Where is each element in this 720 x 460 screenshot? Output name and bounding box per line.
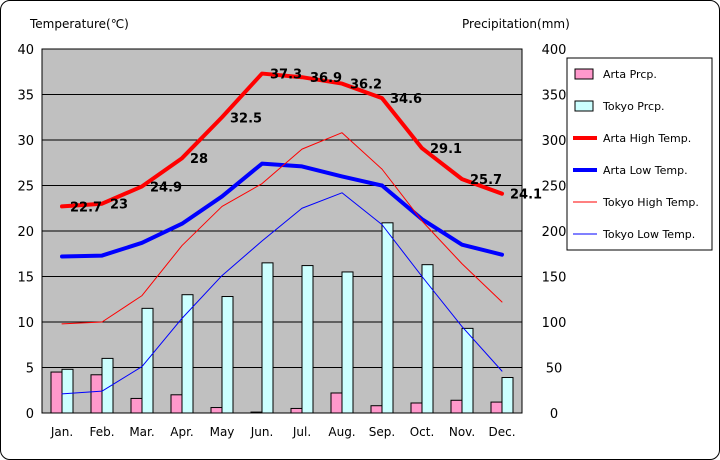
data-label: 29.1 [430,142,462,157]
right-tick-label: 200 [542,225,567,240]
bar-tokyo-prcp [381,222,394,414]
category-label: Oct. [410,425,435,439]
bar-tokyo-prcp [221,296,234,414]
right-tick-label: 150 [542,271,567,286]
legend-label: Tokyo Prcp. [602,100,665,113]
data-labels: 22.7 23 24.9 28 32.5 37.3 36.9 36.2 34.6 29.1 25.7… [70,68,542,216]
legend-label: Arta Prcp. [603,68,657,81]
data-label: 22.7 [70,200,102,215]
bar-tokyo-prcp [461,327,474,414]
left-tick-label: 10 [17,316,34,331]
legend-box [566,57,713,251]
bar-arta-prcp [130,397,143,414]
bar-arta-prcp [210,407,223,414]
data-label: 34.6 [390,92,422,107]
left-tick-label: 20 [17,225,34,240]
right-axis-title: Precipitation(mm) [462,17,570,31]
category-label: Apr. [170,425,193,439]
right-tick-label: 0 [550,407,558,422]
legend-label: Arta High Temp. [603,132,691,145]
data-label: 24.1 [510,188,542,203]
bar-arta-prcp [330,392,343,414]
data-label: 37.3 [270,68,302,83]
bar-tokyo-prcp [261,262,274,414]
line-arta-low-temp [60,161,504,259]
left-tick-label: 35 [17,89,34,104]
category-label: Jan. [50,425,73,439]
bar-arta-prcp [410,402,423,414]
data-label: 36.2 [350,78,382,93]
right-tick-label: 250 [542,180,567,195]
left-tick-label: 25 [17,180,34,195]
category-label: Jul. [292,425,311,439]
bar-arta-prcp [50,371,63,414]
category-label: Aug. [328,425,355,439]
data-label: 28 [190,152,208,167]
category-label: May [210,425,235,439]
category-label: Feb. [89,425,114,439]
category-label: Nov. [449,425,475,439]
data-label: 24.9 [150,180,182,195]
bar-arta-prcp [490,401,503,414]
data-label: 36.9 [310,71,342,86]
bar-tokyo-prcp [61,368,74,414]
data-label: 32.5 [230,111,262,126]
bar-tokyo-prcp [181,294,194,414]
category-label: Mar. [129,425,154,439]
right-axis-ticks: 0 50 100 150 200 250 300 350 400 [542,43,567,422]
left-tick-label: 15 [17,271,34,286]
category-label: Sep. [369,425,395,439]
left-tick-label: 5 [26,362,34,377]
left-tick-label: 30 [17,134,34,149]
line-arta-high-temp [60,71,504,209]
legend-label: Tokyo Low Temp. [602,228,695,241]
left-tick-label: 40 [17,43,34,58]
right-tick-label: 50 [546,362,563,377]
left-axis-ticks: 0 5 10 15 20 25 30 35 40 [17,43,34,422]
temperature-lines [60,71,504,395]
bar-tokyo-prcp [501,377,514,414]
legend-swatch [574,68,594,80]
bar-tokyo-prcp [101,357,114,414]
data-label: 25.7 [470,173,502,188]
bar-tokyo-prcp [301,265,314,414]
data-label: 23 [110,198,128,213]
legend: Arta Prcp. Tokyo Prcp. Arta High Temp. Arta… [566,57,713,251]
left-tick-label: 0 [26,407,34,422]
bar-arta-prcp [90,374,103,414]
legend-swatch [574,100,594,112]
bar-arta-prcp [290,407,303,414]
legend-label: Tokyo High Temp. [602,196,699,209]
bar-arta-prcp [370,405,383,414]
right-tick-label: 350 [542,89,567,104]
bar-tokyo-prcp [421,264,434,414]
right-tick-label: 400 [542,43,567,58]
right-tick-label: 100 [542,316,567,331]
category-axis-labels: Jan. Feb. Mar. Apr. May Jun. Jul. Aug. Sep. Oct. N… [50,425,516,439]
legend-label: Arta Low Temp. [603,164,688,177]
bar-arta-prcp [170,394,183,414]
bar-arta-prcp [450,399,463,414]
right-tick-label: 300 [542,134,567,149]
left-axis-title: Temperature(℃) [29,17,129,31]
category-label: Dec. [488,425,515,439]
bar-arta-prcp [250,411,263,414]
line-tokyo-high-temp [61,132,503,325]
bar-tokyo-prcp [341,271,354,414]
line-tokyo-low-temp [61,192,503,395]
category-label: Jun. [250,425,274,439]
